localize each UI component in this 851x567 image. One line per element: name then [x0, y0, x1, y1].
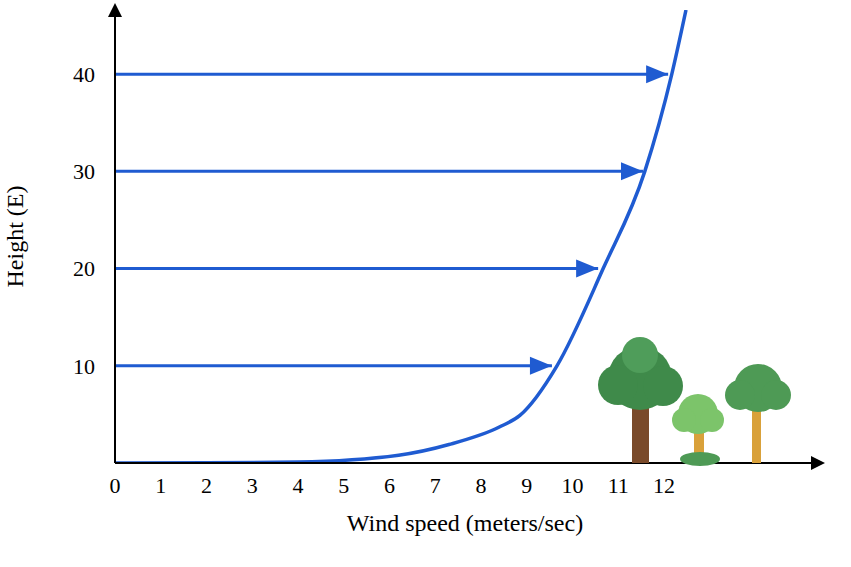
svg-text:9: 9 [521, 473, 532, 498]
svg-text:40: 40 [73, 62, 95, 87]
svg-text:10: 10 [562, 473, 584, 498]
svg-text:3: 3 [247, 473, 258, 498]
svg-text:1: 1 [155, 473, 166, 498]
svg-text:0: 0 [110, 473, 121, 498]
svg-text:4: 4 [293, 473, 304, 498]
svg-text:5: 5 [338, 473, 349, 498]
svg-text:8: 8 [476, 473, 487, 498]
svg-text:20: 20 [73, 256, 95, 281]
svg-text:12: 12 [653, 473, 675, 498]
svg-text:10: 10 [73, 354, 95, 379]
svg-text:30: 30 [73, 159, 95, 184]
svg-text:Wind speed (meters/sec): Wind speed (meters/sec) [347, 510, 583, 536]
svg-text:11: 11 [608, 473, 629, 498]
svg-text:2: 2 [201, 473, 212, 498]
svg-text:7: 7 [430, 473, 441, 498]
svg-text:6: 6 [384, 473, 395, 498]
svg-text:Height (E): Height (E) [2, 186, 28, 288]
